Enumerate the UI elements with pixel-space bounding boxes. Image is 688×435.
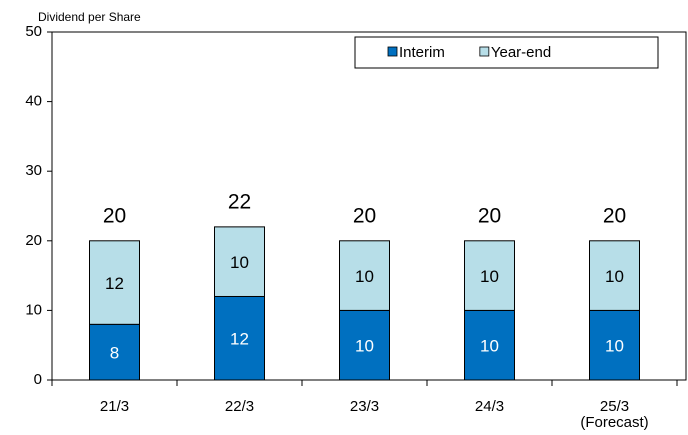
bar-segment xyxy=(464,240,515,311)
data-label: 10 xyxy=(605,337,624,356)
data-label: 10 xyxy=(355,337,374,356)
data-label: 10 xyxy=(480,337,499,356)
x-tick-label: 21/3 xyxy=(100,398,129,415)
x-tick-label: 24/3 xyxy=(475,398,504,415)
y-tick-label: 30 xyxy=(25,162,42,179)
bar-segment xyxy=(214,226,265,297)
y-tick-label: 10 xyxy=(25,301,42,318)
data-label: 10 xyxy=(230,253,249,272)
total-label: 20 xyxy=(353,204,376,227)
y-tick-label: 0 xyxy=(34,371,42,388)
data-label: 10 xyxy=(355,267,374,286)
total-label: 20 xyxy=(478,204,501,227)
x-tick-label: 25/3 (Forecast) xyxy=(580,398,648,431)
bar-segment xyxy=(589,240,640,311)
y-tick-label: 20 xyxy=(25,232,42,249)
total-label: 22 xyxy=(228,190,251,213)
data-label: 8 xyxy=(110,344,119,363)
y-axis-label: Dividend per Share xyxy=(38,10,141,24)
y-tick-label: 50 xyxy=(25,23,42,40)
legend-label: Interim xyxy=(399,44,445,61)
x-tick-label-line: 25/3 xyxy=(600,398,629,415)
data-label: 12 xyxy=(230,330,249,349)
legend-swatch xyxy=(387,46,398,57)
bar-segment xyxy=(339,240,390,311)
legend-box xyxy=(354,36,659,69)
x-tick-label-line: (Forecast) xyxy=(580,414,648,431)
bar-segment xyxy=(89,240,140,325)
bar-segment xyxy=(214,295,265,381)
data-label: 10 xyxy=(480,267,499,286)
legend-swatch xyxy=(479,46,490,57)
legend-label: Year-end xyxy=(491,44,551,61)
bar-segment xyxy=(464,309,515,381)
x-tick-label: 22/3 xyxy=(225,398,254,415)
total-label: 20 xyxy=(103,204,126,227)
x-tick-label: 23/3 xyxy=(350,398,379,415)
total-label: 20 xyxy=(603,204,626,227)
data-label: 12 xyxy=(105,274,124,293)
y-tick-label: 40 xyxy=(25,93,42,110)
data-label: 10 xyxy=(605,267,624,286)
